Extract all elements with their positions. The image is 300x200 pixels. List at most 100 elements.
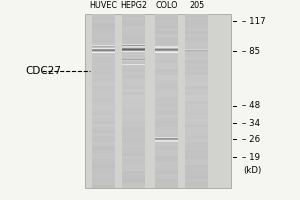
Bar <box>122 20 145 23</box>
Bar <box>92 92 115 95</box>
Bar <box>155 107 178 110</box>
Bar <box>155 115 178 118</box>
Bar <box>155 45 178 46</box>
Bar <box>155 66 178 69</box>
Bar <box>155 112 178 115</box>
Bar <box>85 14 231 188</box>
Bar <box>122 46 145 49</box>
Bar <box>122 49 145 52</box>
Bar <box>92 46 115 47</box>
Bar <box>155 144 178 147</box>
Bar <box>185 60 208 63</box>
Bar <box>155 46 178 47</box>
Bar <box>122 28 145 31</box>
Bar <box>185 112 208 115</box>
Bar <box>155 72 178 75</box>
Bar <box>155 109 178 113</box>
Bar <box>155 48 178 49</box>
Bar <box>122 64 145 65</box>
Bar <box>92 170 115 173</box>
Bar <box>185 107 208 110</box>
Bar <box>122 92 145 95</box>
Bar <box>122 75 145 78</box>
Bar <box>122 14 145 188</box>
Bar <box>92 78 115 81</box>
Bar <box>155 121 178 124</box>
Bar <box>155 127 178 130</box>
Text: – 117: – 117 <box>242 17 266 25</box>
Bar <box>122 147 145 150</box>
Bar <box>122 63 145 64</box>
Text: COLO: COLO <box>155 1 178 10</box>
Bar <box>122 95 145 98</box>
Bar <box>155 95 178 98</box>
Bar <box>185 31 208 34</box>
Bar <box>92 49 115 50</box>
Bar <box>185 25 208 28</box>
Bar <box>185 179 208 182</box>
Bar <box>122 22 145 26</box>
Text: – 48: – 48 <box>242 102 260 110</box>
Bar <box>185 14 208 17</box>
Bar <box>185 167 208 171</box>
Bar <box>92 107 115 110</box>
Bar <box>185 130 208 133</box>
Bar <box>92 98 115 101</box>
Bar <box>155 52 178 53</box>
Bar <box>185 95 208 98</box>
Bar <box>122 150 145 153</box>
Bar <box>122 37 145 40</box>
Bar <box>92 147 115 150</box>
Bar <box>122 156 145 159</box>
Bar <box>92 43 115 46</box>
Text: – 85: – 85 <box>242 46 260 55</box>
Bar <box>155 150 178 153</box>
Bar <box>185 150 208 153</box>
Bar <box>92 40 115 43</box>
Bar <box>122 159 145 162</box>
Bar <box>185 182 208 185</box>
Bar <box>185 165 208 168</box>
Bar <box>185 69 208 72</box>
Bar <box>155 141 178 144</box>
Bar <box>155 25 178 28</box>
Bar <box>92 83 115 86</box>
Bar <box>155 86 178 89</box>
Bar <box>92 101 115 104</box>
Bar <box>155 31 178 34</box>
Text: CDC27: CDC27 <box>26 66 62 76</box>
Bar <box>185 138 208 142</box>
Bar <box>122 54 145 57</box>
Bar <box>155 46 178 47</box>
Bar <box>155 92 178 95</box>
Bar <box>185 109 208 113</box>
Bar <box>155 20 178 23</box>
Bar <box>155 75 178 78</box>
Bar <box>92 52 115 53</box>
Bar <box>185 57 208 60</box>
Bar <box>155 78 178 81</box>
Bar <box>155 176 178 179</box>
Bar <box>122 115 145 118</box>
Bar <box>185 89 208 92</box>
Bar <box>155 153 178 156</box>
Bar <box>155 170 178 173</box>
Bar <box>122 86 145 89</box>
Bar <box>122 63 145 66</box>
Bar <box>155 51 178 55</box>
Bar <box>155 138 178 142</box>
Bar <box>185 78 208 81</box>
Bar <box>155 130 178 133</box>
Bar <box>185 49 208 52</box>
Bar <box>155 98 178 101</box>
Bar <box>122 162 145 165</box>
Bar <box>92 45 115 46</box>
Bar <box>92 72 115 75</box>
Bar <box>155 50 178 51</box>
Bar <box>185 176 208 179</box>
Bar <box>92 45 115 46</box>
Bar <box>185 75 208 78</box>
Bar <box>122 66 145 69</box>
Bar <box>122 83 145 86</box>
Bar <box>155 80 178 84</box>
